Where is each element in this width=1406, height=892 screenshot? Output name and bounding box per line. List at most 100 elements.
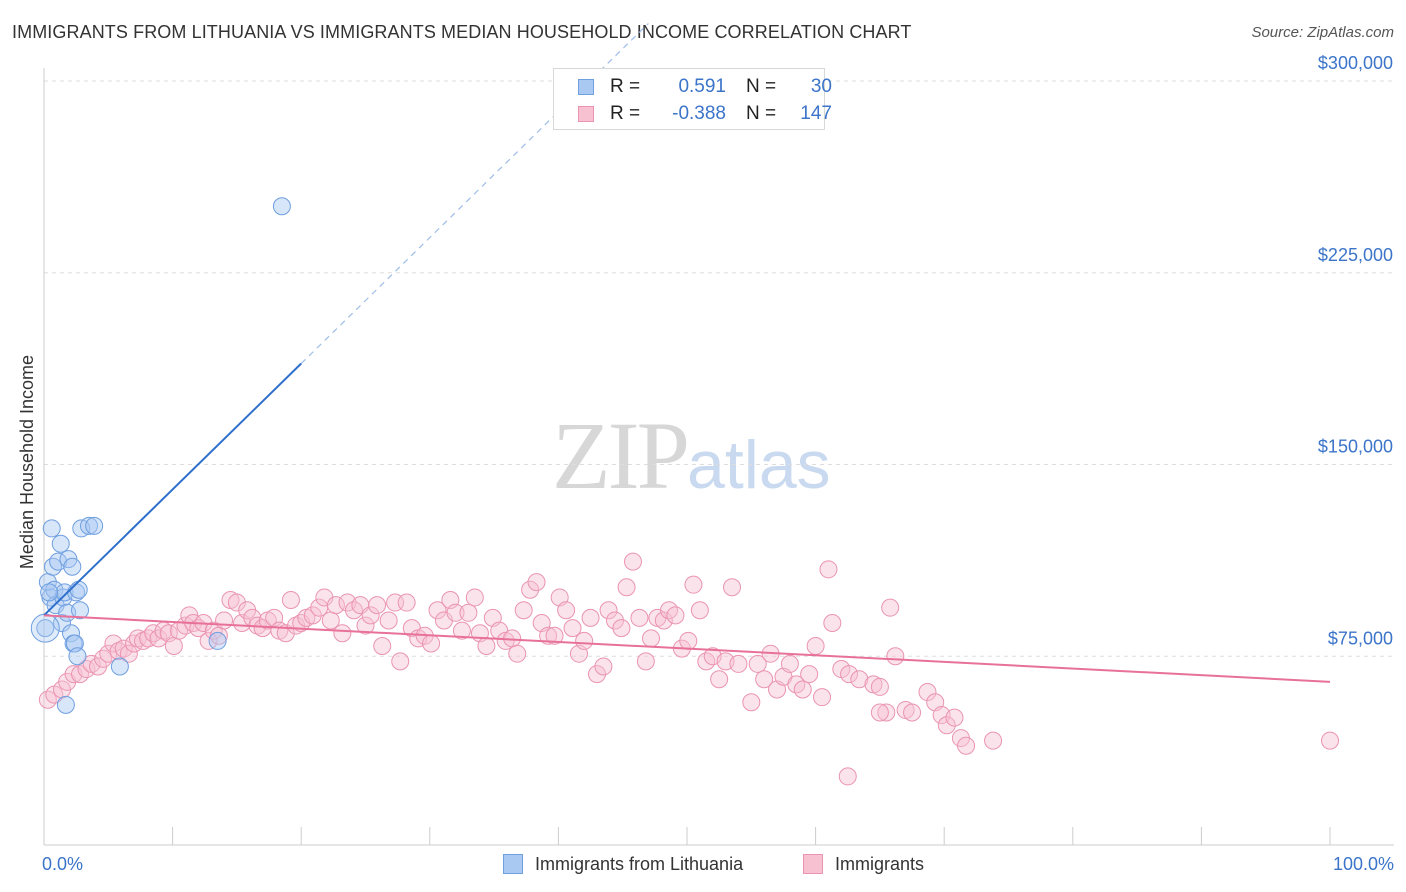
- legend-swatch-lithuania: [503, 854, 523, 874]
- immigrants-point: [361, 606, 380, 625]
- lithuania-point: [85, 516, 104, 535]
- lithuania-point: [69, 580, 88, 599]
- immigrants-point: [599, 601, 618, 620]
- y-tick-label: $300,000: [1318, 53, 1393, 73]
- immigrants-point: [114, 639, 133, 658]
- lithuania-point: [62, 624, 81, 643]
- immigrants-point: [521, 580, 540, 599]
- immigrants-point: [605, 611, 624, 630]
- immigrants-point: [641, 629, 660, 648]
- immigrants-point: [881, 598, 900, 617]
- immigrants-trend-line: [43, 614, 1331, 683]
- immigrants-point: [539, 626, 558, 645]
- immigrants-point: [428, 601, 447, 620]
- immigrants-point: [356, 616, 375, 635]
- immigrants-point: [557, 601, 576, 620]
- grid-lines: [44, 80, 1394, 657]
- y-tick-label: $75,000: [1328, 628, 1393, 648]
- immigrants-point: [742, 693, 761, 712]
- lithuania-point: [36, 619, 55, 638]
- lithuania-point: [56, 695, 75, 714]
- immigrants-point: [654, 611, 673, 630]
- scatter-points: [30, 197, 1339, 786]
- stats-row-immigrants: R = -0.388 N = 147: [554, 100, 832, 127]
- immigrants-point: [617, 578, 636, 597]
- y-axis-title: Median Household Income: [17, 355, 37, 569]
- legend-label-lithuania: Immigrants from Lithuania: [535, 853, 744, 874]
- immigrants-point: [690, 601, 709, 620]
- lithuania-point: [42, 519, 61, 538]
- immigrants-point: [459, 603, 478, 622]
- lithuania-point: [51, 534, 70, 553]
- immigrants-point: [1321, 731, 1339, 750]
- immigrants-point: [684, 575, 703, 594]
- immigrants-point: [144, 624, 163, 643]
- immigrants-point: [630, 608, 649, 627]
- immigrants-point: [806, 637, 825, 656]
- immigrants-point: [755, 670, 774, 689]
- immigrants-point: [527, 573, 546, 592]
- immigrants-point: [780, 654, 799, 673]
- lithuania-trend-line: [43, 362, 302, 617]
- n-value: 30: [810, 75, 832, 97]
- r-value: -0.388: [672, 102, 726, 124]
- watermark-zip: ZIP: [552, 402, 690, 509]
- immigrants-point: [838, 767, 857, 786]
- immigrants-point: [710, 670, 729, 689]
- immigrants-point: [636, 652, 655, 671]
- immigrants-point: [748, 654, 767, 673]
- immigrants-point: [326, 596, 345, 615]
- immigrants-point: [119, 644, 138, 663]
- lithuania-point: [49, 552, 68, 571]
- immigrants-point: [77, 660, 96, 679]
- lithuania-point: [44, 557, 63, 576]
- immigrants-point: [109, 642, 128, 661]
- immigrants-point: [813, 688, 832, 707]
- immigrants-point: [391, 652, 410, 671]
- immigrants-point: [800, 665, 819, 684]
- immigrants-point: [723, 578, 742, 597]
- immigrants-point: [729, 654, 748, 673]
- immigrants-point: [397, 593, 416, 612]
- lithuania-point: [53, 614, 72, 633]
- immigrants-point: [287, 616, 306, 635]
- stats-legend: R = 0.591 N = 30 R = -0.388 N = 147: [553, 68, 832, 130]
- immigrants-point: [164, 637, 183, 656]
- immigrants-swatch: [578, 105, 594, 122]
- stats-row-lithuania: R = 0.591 N = 30: [554, 73, 832, 100]
- immigrants-point: [333, 624, 352, 643]
- immigrants-point: [368, 596, 387, 615]
- axes: [43, 68, 1394, 846]
- lithuania-trend-extension: [300, 23, 649, 364]
- immigrants-point: [465, 588, 484, 607]
- immigrants-point: [819, 560, 838, 579]
- immigrants-point: [840, 665, 859, 684]
- chart-title: IMMIGRANTS FROM LITHUANIA VS IMMIGRANTS …: [12, 22, 912, 42]
- immigrants-point: [379, 611, 398, 630]
- immigrants-point: [870, 677, 889, 696]
- x-tick-label: 0.0%: [42, 854, 83, 874]
- lithuania-point: [63, 557, 82, 576]
- immigrants-point: [199, 631, 218, 650]
- x-tick-label: 100.0%: [1333, 854, 1394, 874]
- immigrants-point: [545, 626, 564, 645]
- immigrants-point: [477, 637, 496, 656]
- legend-item-immigrants[interactable]: Immigrants: [803, 852, 924, 876]
- lithuania-point: [80, 516, 99, 535]
- immigrants-point: [679, 631, 698, 650]
- immigrants-point: [215, 611, 234, 630]
- immigrants-point: [886, 647, 905, 666]
- immigrants-point: [945, 708, 964, 727]
- immigrants-point: [877, 703, 896, 722]
- immigrants-point: [850, 670, 869, 689]
- immigrants-point: [587, 665, 606, 684]
- immigrants-point: [94, 649, 113, 668]
- lithuania-point: [208, 631, 227, 650]
- trend-lines: [43, 23, 1331, 683]
- immigrants-point: [508, 644, 527, 663]
- legend-item-lithuania[interactable]: Immigrants from Lithuania: [503, 852, 743, 876]
- immigrants-point: [666, 606, 685, 625]
- r-label: R =: [610, 75, 641, 97]
- chart-source: Source: ZipAtlas.com: [1251, 24, 1394, 41]
